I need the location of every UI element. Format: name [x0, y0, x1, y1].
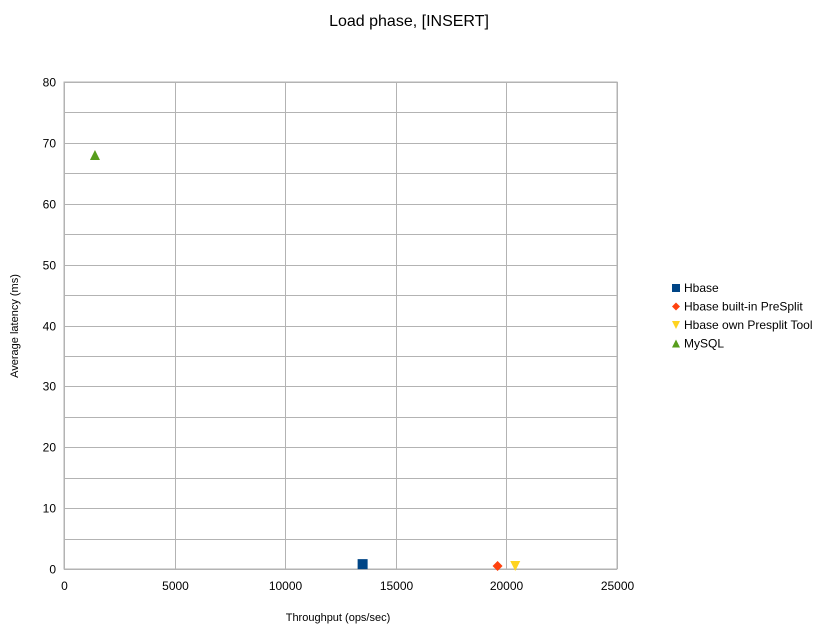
legend-marker: [672, 284, 680, 292]
x-tick-label: 10000: [269, 579, 303, 593]
y-tick-label: 70: [43, 137, 57, 151]
x-tick-label: 0: [61, 579, 68, 593]
y-tick-label: 40: [43, 320, 57, 334]
x-tick-label: 20000: [490, 579, 524, 593]
y-tick-label: 0: [49, 563, 56, 577]
legend-marker: [672, 321, 680, 329]
y-axis-label: Average latency (ms): [9, 274, 21, 378]
data-point: [510, 560, 521, 571]
legend-marker: [672, 339, 680, 348]
y-tick-label: 10: [43, 502, 57, 516]
data-points: [89, 150, 521, 571]
chart-title: Load phase, [INSERT]: [329, 13, 489, 30]
data-point: [492, 560, 503, 571]
x-tick-label: 15000: [380, 579, 414, 593]
legend-marker: [672, 302, 680, 311]
y-tick-label: 30: [43, 380, 57, 394]
x-tick-label: 5000: [162, 579, 189, 593]
y-tick-label: 20: [43, 441, 57, 455]
legend-label: Hbase: [684, 281, 719, 295]
y-tick-label: 50: [43, 259, 57, 273]
grid: [63, 81, 618, 570]
data-point: [89, 150, 100, 161]
x-tick-label: 25000: [601, 579, 635, 593]
legend: Hbase Hbase built-in PreSplit Hbase own Pr…: [672, 281, 813, 351]
legend-label: MySQL: [684, 337, 724, 351]
x-axis-label: Throughput (ops/sec): [286, 612, 391, 624]
y-tick-label: 80: [43, 76, 57, 90]
tick-labels: 0 10 20 30 40 50 60 70 80 0 5000 10000 15000 20000 250…: [43, 76, 635, 594]
legend-label: Hbase built-in PreSplit: [684, 300, 803, 314]
y-tick-label: 60: [43, 198, 57, 212]
data-point: [357, 559, 368, 570]
legend-label: Hbase own Presplit Tool: [684, 318, 813, 332]
plot-area: [63, 81, 618, 570]
